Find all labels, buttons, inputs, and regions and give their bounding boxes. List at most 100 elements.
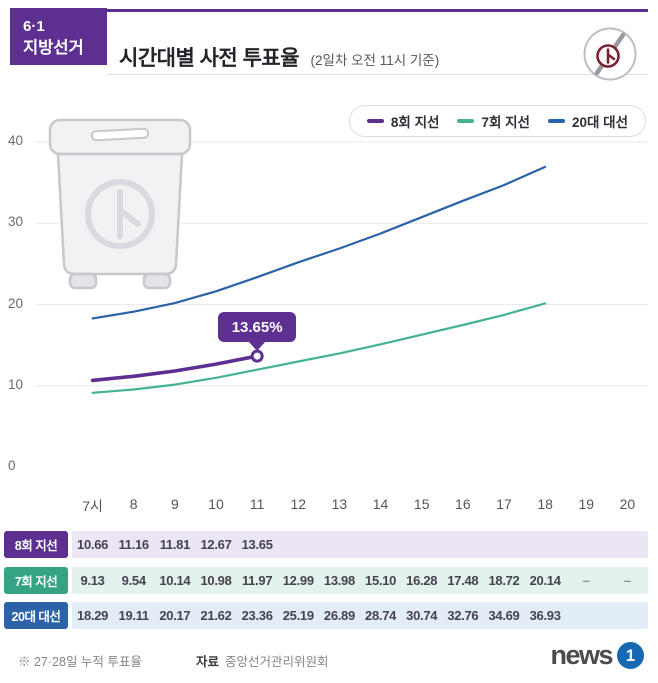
y-axis-label: 40 xyxy=(8,133,24,148)
ballot-stamp-icon xyxy=(582,26,638,82)
table-cell: 11.16 xyxy=(118,537,150,552)
source-value: 중앙선거관리위원회 xyxy=(225,655,329,669)
legend-item: 20대 대선 xyxy=(547,111,628,131)
value-callout: 13.65% xyxy=(218,312,297,352)
ballot-box-illustration xyxy=(40,112,200,307)
table-cell xyxy=(401,531,442,558)
x-axis-label: 12 xyxy=(290,496,307,512)
x-axis-label: 9 xyxy=(170,496,179,512)
y-axis-label: 10 xyxy=(8,376,24,392)
table-cell: 30.74 xyxy=(406,608,438,623)
table-row: 10.66 11.16 11.81 12.67 13.65 xyxy=(72,531,648,558)
table-row-badge: 20대 대선 xyxy=(4,602,68,629)
election-badge-name: 지방선거 xyxy=(23,39,84,57)
news1-logo-circle: 1 xyxy=(617,642,644,669)
source-label: 자료 xyxy=(196,655,220,669)
table-cell: 18.29 xyxy=(77,608,109,623)
x-axis-label: 14 xyxy=(372,496,389,512)
table-row: 18.29 19.11 20.17 21.62 23.36 25.19 26.89 28.74… xyxy=(72,602,648,629)
header-divider xyxy=(107,74,648,75)
table-cell xyxy=(442,531,483,558)
news1-logo: news 1 xyxy=(550,640,644,671)
table-cell: – xyxy=(582,572,590,588)
legend-dash-icon xyxy=(547,119,565,123)
x-axis-label: 18 xyxy=(537,496,553,512)
table-cell: 10.98 xyxy=(200,572,232,588)
election-badge: 6·1 지방선거 xyxy=(10,8,107,65)
table-cell: – xyxy=(623,572,631,588)
series-line xyxy=(90,354,259,383)
table-cell: 26.89 xyxy=(323,608,355,623)
x-axis-label: 19 xyxy=(578,496,595,512)
table-cell: 20.14 xyxy=(529,572,561,588)
y-axis-label: 20 xyxy=(8,295,24,311)
x-axis-label: 13 xyxy=(331,496,348,512)
table-cell: 21.62 xyxy=(200,608,232,623)
table-cell: 11.81 xyxy=(159,537,191,552)
endpoint-marker xyxy=(250,349,264,363)
x-axis-label: 10 xyxy=(208,496,224,512)
y-axis-label: 30 xyxy=(8,214,24,230)
table-cell: 32.76 xyxy=(447,608,479,623)
x-axis-label: 15 xyxy=(413,496,430,512)
table-cell: 28.74 xyxy=(365,608,397,623)
table-cell: 17.48 xyxy=(447,572,479,588)
table-cell: 20.17 xyxy=(159,608,191,623)
header-accent-line xyxy=(107,9,648,12)
table-cell xyxy=(525,531,566,558)
table-cell xyxy=(566,531,607,558)
x-axis-label: 17 xyxy=(496,496,512,512)
legend-label: 7회 지선 xyxy=(481,115,530,130)
table-cell: 36.93 xyxy=(529,608,561,623)
table-cell: 16.28 xyxy=(406,572,438,588)
footnote: ※ 27·28일 누적 투표율 xyxy=(18,655,142,669)
table-cell: 12.67 xyxy=(200,537,232,552)
table-cell: 13.65 xyxy=(241,537,273,552)
legend-dash-icon xyxy=(366,119,384,123)
x-axis-label: 7시 xyxy=(82,498,103,514)
table-cell: 13.98 xyxy=(323,572,355,588)
table-cell: 34.69 xyxy=(488,608,520,623)
table-row: 9.13 9.54 10.14 10.98 11.97 12.99 13.98 15.10 16… xyxy=(72,566,648,594)
x-axis-label: 20 xyxy=(619,496,636,512)
table-cell: 9.54 xyxy=(121,572,146,588)
callout-arrow-icon xyxy=(249,342,266,352)
table-cell: 12.99 xyxy=(282,572,314,588)
value-callout-label: 13.65% xyxy=(231,318,283,336)
page-title: 시간대별 사전 투표율 xyxy=(119,47,300,70)
table-cell xyxy=(566,602,607,629)
news1-logo-text: news xyxy=(550,640,613,670)
table-cell: 10.66 xyxy=(77,537,109,552)
table-cell: 25.19 xyxy=(282,608,314,623)
table-cell xyxy=(607,531,648,558)
table-cell xyxy=(360,531,401,558)
table-cell: 18.72 xyxy=(488,572,520,588)
page-subtitle: (2일차 오전 11시 기준) xyxy=(310,53,440,68)
series-line xyxy=(91,302,547,394)
chart-legend: 8회 지선 7회 지선 20대 대선 xyxy=(348,105,646,137)
table-cell: 10.14 xyxy=(159,572,191,588)
table-cell: 15.10 xyxy=(365,572,397,588)
source-line: 자료 중앙선거관리위원회 xyxy=(196,651,329,670)
table-row-badge: 8회 지선 xyxy=(4,531,68,558)
title-row: 시간대별 사전 투표율 (2일차 오전 11시 기준) xyxy=(119,42,439,72)
x-axis-label: 8 xyxy=(129,496,138,512)
table-cell xyxy=(607,602,648,629)
legend-dash-icon xyxy=(457,119,475,123)
legend-label: 8회 지선 xyxy=(390,115,440,130)
table-cell: 23.36 xyxy=(241,608,273,623)
legend-label: 20대 대선 xyxy=(571,115,628,130)
election-badge-date: 6·1 xyxy=(23,18,45,35)
table-cell: 11.97 xyxy=(241,572,273,588)
table-row-badge: 7회 지선 xyxy=(4,566,68,594)
x-axis-label: 16 xyxy=(455,496,471,512)
table-cell xyxy=(483,531,524,558)
y-axis-label: 0 xyxy=(8,458,16,473)
table-cell xyxy=(319,531,360,558)
x-axis-label: 11 xyxy=(249,496,265,512)
table-cell: 9.13 xyxy=(80,572,105,588)
legend-item: 8회 지선 xyxy=(366,111,440,131)
table-cell: 19.11 xyxy=(118,608,150,623)
table-cell xyxy=(278,531,319,558)
